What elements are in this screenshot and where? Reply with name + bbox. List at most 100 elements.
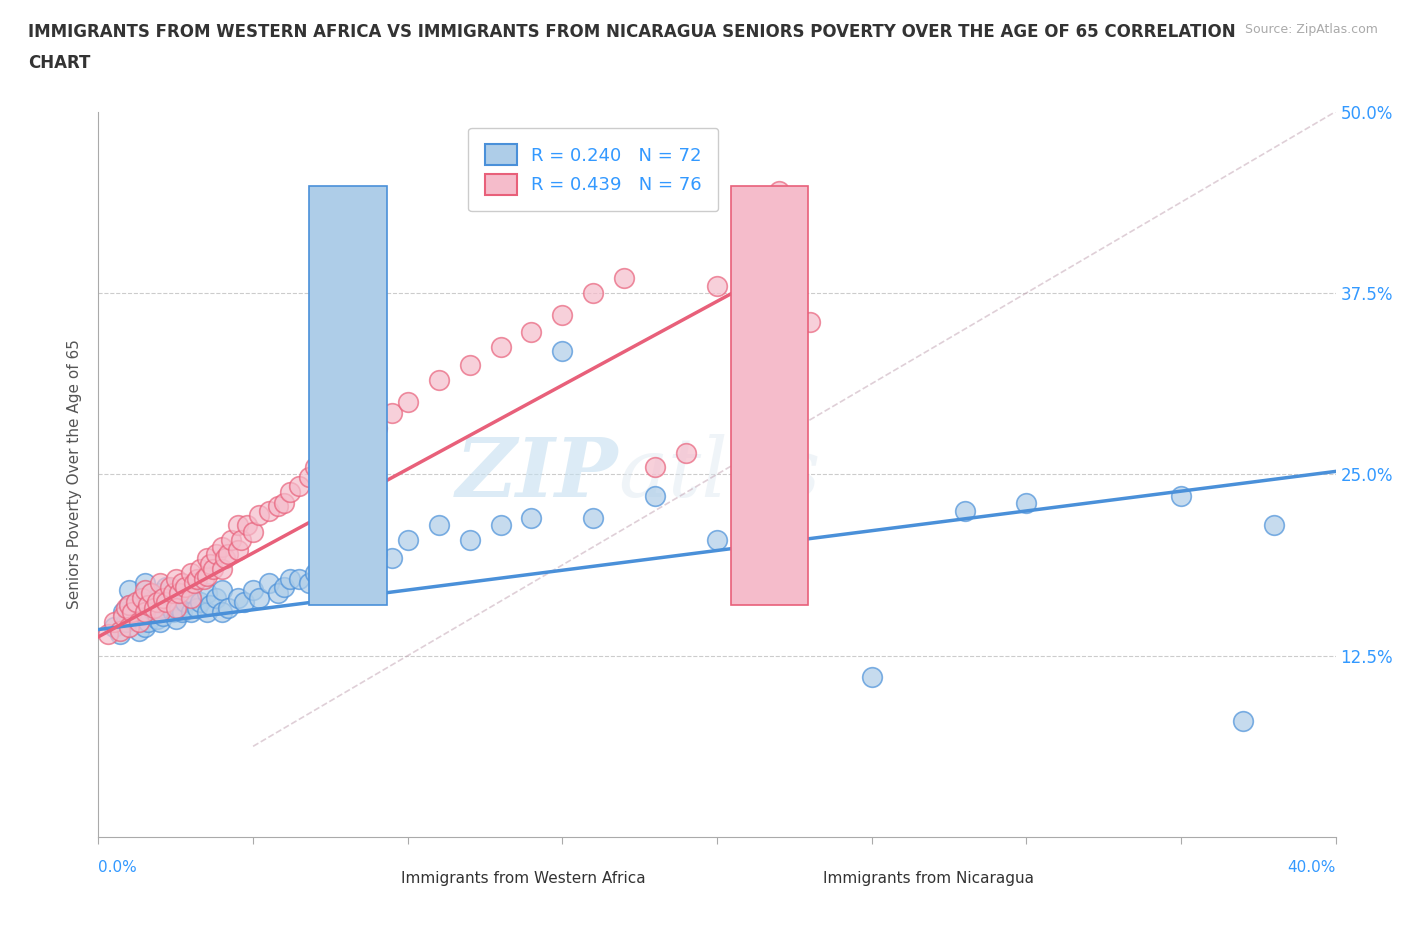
Point bbox=[134, 576, 156, 591]
Point bbox=[319, 449, 342, 464]
Point bbox=[167, 586, 190, 601]
Point bbox=[242, 583, 264, 598]
Point bbox=[118, 597, 141, 612]
Point bbox=[131, 601, 153, 616]
Point bbox=[675, 445, 697, 460]
Point bbox=[644, 459, 666, 474]
Point bbox=[149, 576, 172, 591]
Text: ZIP: ZIP bbox=[456, 434, 619, 514]
Point bbox=[278, 571, 301, 586]
Point bbox=[112, 604, 135, 619]
Point bbox=[247, 591, 270, 605]
Point bbox=[768, 184, 790, 199]
Point bbox=[396, 394, 419, 409]
Point bbox=[180, 586, 202, 601]
Point bbox=[180, 565, 202, 580]
Point bbox=[267, 498, 290, 513]
Point bbox=[124, 594, 146, 609]
Point bbox=[298, 470, 321, 485]
Point bbox=[193, 571, 215, 586]
Point bbox=[205, 547, 228, 562]
Y-axis label: Seniors Poverty Over the Age of 65: Seniors Poverty Over the Age of 65 bbox=[67, 339, 83, 609]
Point bbox=[582, 511, 605, 525]
Point bbox=[165, 601, 187, 616]
Point bbox=[134, 619, 156, 634]
Point bbox=[186, 571, 208, 586]
Point bbox=[236, 518, 259, 533]
Point bbox=[149, 604, 172, 619]
Point bbox=[232, 594, 254, 609]
Point bbox=[201, 561, 224, 576]
Text: Immigrants from Western Africa: Immigrants from Western Africa bbox=[401, 871, 645, 886]
Point bbox=[186, 601, 208, 616]
Point bbox=[134, 597, 156, 612]
Point bbox=[195, 604, 218, 619]
Point bbox=[396, 532, 419, 547]
Text: atlas: atlas bbox=[619, 434, 821, 514]
Point bbox=[198, 557, 221, 572]
Point bbox=[1170, 488, 1192, 503]
Point bbox=[551, 343, 574, 358]
Point bbox=[118, 612, 141, 627]
Point bbox=[131, 591, 153, 605]
Point bbox=[162, 586, 184, 601]
Point bbox=[190, 594, 212, 609]
Point bbox=[1015, 496, 1038, 511]
Text: IMMIGRANTS FROM WESTERN AFRICA VS IMMIGRANTS FROM NICARAGUA SENIORS POVERTY OVER: IMMIGRANTS FROM WESTERN AFRICA VS IMMIGR… bbox=[28, 23, 1236, 41]
Point bbox=[112, 609, 135, 624]
Text: Immigrants from Nicaragua: Immigrants from Nicaragua bbox=[823, 871, 1033, 886]
Point bbox=[304, 565, 326, 580]
Point bbox=[381, 405, 404, 420]
Point bbox=[103, 615, 125, 630]
Point bbox=[273, 580, 295, 595]
Point bbox=[165, 571, 187, 586]
Point bbox=[180, 604, 202, 619]
Point bbox=[108, 623, 131, 638]
Text: CHART: CHART bbox=[28, 54, 90, 72]
Point bbox=[149, 601, 172, 616]
Point bbox=[350, 431, 373, 445]
Point bbox=[217, 601, 239, 616]
Point bbox=[115, 615, 138, 630]
Point bbox=[278, 485, 301, 499]
Point bbox=[162, 604, 184, 619]
Point bbox=[1232, 713, 1254, 728]
Point bbox=[115, 601, 138, 616]
Point bbox=[613, 271, 636, 286]
Point bbox=[146, 594, 169, 609]
Point bbox=[799, 314, 821, 329]
Point bbox=[165, 591, 187, 605]
Point bbox=[136, 615, 159, 630]
Point bbox=[273, 496, 295, 511]
Point bbox=[221, 532, 243, 547]
Point bbox=[143, 601, 166, 616]
Point bbox=[198, 597, 221, 612]
Point bbox=[267, 586, 290, 601]
Point bbox=[190, 561, 212, 576]
Point bbox=[520, 511, 543, 525]
Point bbox=[97, 627, 120, 642]
Point bbox=[520, 325, 543, 339]
Point bbox=[211, 539, 233, 554]
Point bbox=[155, 597, 177, 612]
Point bbox=[551, 307, 574, 322]
Point bbox=[298, 576, 321, 591]
Point bbox=[183, 576, 205, 591]
Point bbox=[335, 441, 357, 456]
Point bbox=[257, 503, 280, 518]
Text: 0.0%: 0.0% bbox=[98, 860, 138, 875]
Point bbox=[458, 532, 481, 547]
Point bbox=[257, 576, 280, 591]
Point bbox=[143, 604, 166, 619]
Point bbox=[217, 547, 239, 562]
Point bbox=[205, 591, 228, 605]
Point bbox=[427, 373, 450, 388]
Point bbox=[180, 591, 202, 605]
Point bbox=[167, 601, 190, 616]
Point bbox=[108, 627, 131, 642]
Point bbox=[211, 561, 233, 576]
Point bbox=[118, 597, 141, 612]
Point bbox=[211, 604, 233, 619]
Point bbox=[152, 609, 174, 624]
Point bbox=[335, 554, 357, 569]
